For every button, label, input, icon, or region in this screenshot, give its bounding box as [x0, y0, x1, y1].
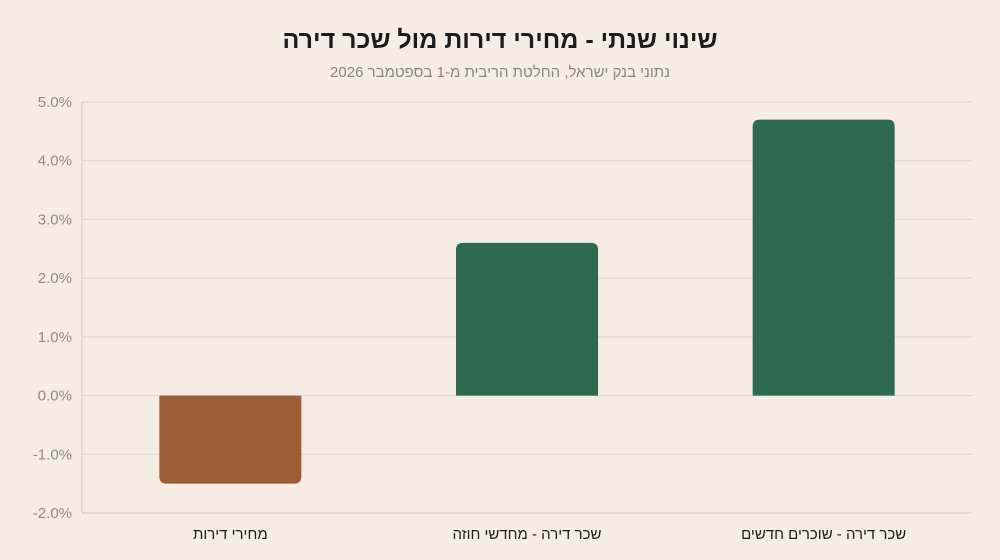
- y-tick-label: 5.0%: [38, 94, 72, 111]
- chart-title: שינוי שנתי - מחירי דירות מול שכר דירה: [282, 26, 718, 54]
- y-tick-label: 1.0%: [38, 329, 72, 346]
- y-tick-label: 3.0%: [38, 211, 72, 228]
- y-tick-label: 2.0%: [38, 270, 72, 287]
- x-category-label: שכר דירה - שוכרים חדשים: [741, 526, 906, 543]
- y-tick-label: -2.0%: [33, 505, 72, 522]
- bar: [159, 395, 302, 484]
- y-tick-label: -1.0%: [33, 446, 72, 463]
- y-tick-label: 4.0%: [38, 153, 72, 170]
- x-category-label: שכר דירה - מחדשי חוזה: [453, 526, 602, 543]
- chart-subtitle: נתוני בנק ישראל, החלטת הריבית מ-1 בספטמב…: [330, 64, 670, 81]
- x-category-label: מחירי דירות: [193, 526, 268, 543]
- bar: [456, 242, 598, 396]
- y-tick-label: 0.0%: [38, 388, 72, 405]
- bar: [752, 119, 895, 396]
